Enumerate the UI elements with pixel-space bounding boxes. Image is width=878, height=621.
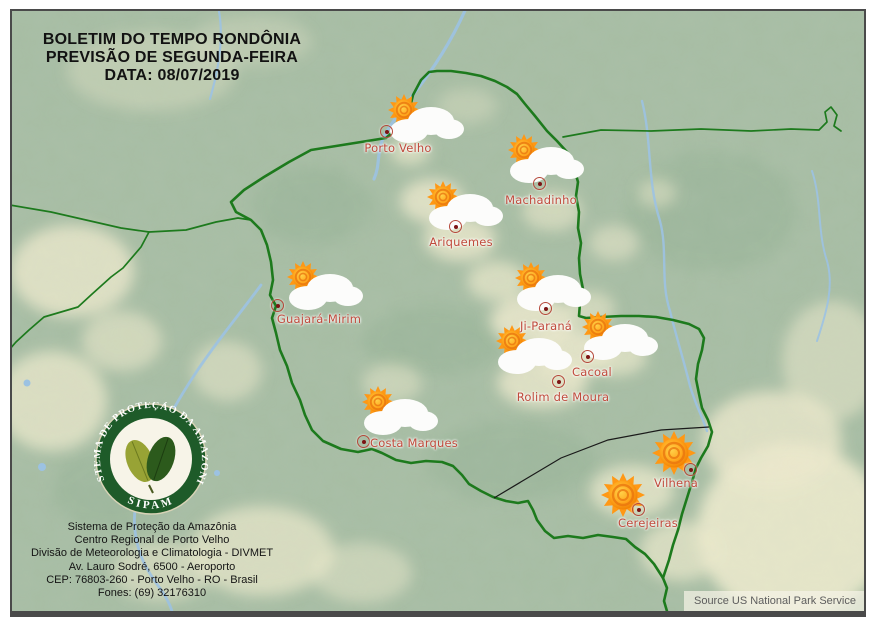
footer-line: Av. Lauro Sodré, 6500 - Aeroporto (68, 560, 236, 573)
city-marker (539, 302, 552, 315)
city-label: Porto Velho (364, 141, 432, 155)
boundary-west-2 (12, 231, 150, 348)
sipam-logo: SISTEMA DE PROTEÇÃO DA AMAZÔNIA SIPAM (94, 402, 208, 515)
rondonia-border (229, 69, 714, 580)
city-marker (380, 125, 393, 138)
title-line-3: DATA: 08/07/2019 (104, 67, 240, 84)
city-label: Rolim de Moura (516, 390, 610, 404)
sun-clouds-icon (495, 324, 573, 375)
title-line-2: PREVISÃO DE SEGUNDA-FEIRA (45, 49, 299, 66)
city-marker (449, 220, 462, 233)
city-label: Cacoal (572, 365, 612, 379)
river-east (640, 99, 709, 433)
bulletin-title: BOLETIM DO TEMPO RONDÔNIA PREVISÃO DE SE… (40, 31, 304, 85)
lake (214, 470, 220, 476)
logo-acronym: SIPAM (126, 494, 173, 511)
city-label: Ji-Paraná (519, 319, 573, 333)
cities-layer: Porto Velho Machadinho Ariquemes Guajará… (12, 11, 864, 611)
rondonia-border-south-spur (661, 576, 669, 611)
sun-clouds-icon (426, 180, 504, 231)
footer-line: Divisão de Meteorologia e Climatologia -… (30, 547, 274, 560)
river-far-east (811, 170, 831, 342)
footer-address: Sistema de Proteção da Amazônia Centro R… (12, 521, 292, 600)
city-label: Costa Marques (369, 436, 459, 450)
city-label: Ariquemes (429, 235, 493, 249)
city-marker (271, 299, 284, 312)
river-small-top (208, 11, 222, 101)
city-marker (581, 350, 594, 363)
lake (38, 463, 46, 471)
boundary-north-east (562, 106, 842, 138)
city-label: Guajará-Mirim (276, 312, 362, 326)
logo-stem (148, 484, 154, 494)
logo-leaves (125, 436, 176, 494)
footer-line: Sistema de Proteção da Amazônia (67, 521, 237, 533)
city-label: Cerejeiras (618, 516, 678, 530)
city-marker (684, 463, 697, 476)
footer-line: Centro Regional de Porto Velho (74, 534, 230, 547)
city-marker (632, 503, 645, 516)
sun-clouds-icon (286, 260, 364, 311)
footer-line: CEP: 76803-260 - Porto Velho - RO - Bras… (46, 573, 258, 586)
city-marker (552, 375, 565, 388)
map-credit: Source US National Park Service (683, 591, 864, 611)
footer-line: Fones: (69) 32176310 (97, 587, 207, 600)
city-label: Vilhena (653, 476, 699, 490)
sun-clouds-icon (361, 385, 439, 436)
svg-text:SIPAM: SIPAM (126, 494, 176, 511)
weather-map: Porto Velho Machadinho Ariquemes Guajará… (10, 9, 866, 617)
black-boundary-line (493, 426, 710, 499)
sun-clouds-icon (507, 133, 585, 184)
sun-clouds-icon (514, 261, 592, 312)
city-marker (533, 177, 546, 190)
title-line-1: BOLETIM DO TEMPO RONDÔNIA (42, 31, 302, 48)
city-label: Machadinho (505, 193, 577, 207)
lake (23, 379, 31, 387)
city-marker (357, 435, 370, 448)
sun-clouds-icon (387, 93, 465, 144)
